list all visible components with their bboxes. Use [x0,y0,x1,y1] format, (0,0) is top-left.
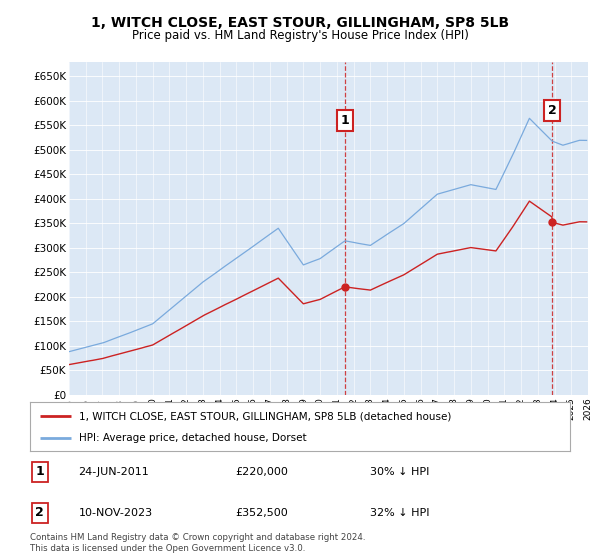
Text: 1, WITCH CLOSE, EAST STOUR, GILLINGHAM, SP8 5LB: 1, WITCH CLOSE, EAST STOUR, GILLINGHAM, … [91,16,509,30]
Text: Contains HM Land Registry data © Crown copyright and database right 2024.
This d: Contains HM Land Registry data © Crown c… [30,533,365,553]
Text: £352,500: £352,500 [235,508,288,518]
Text: Price paid vs. HM Land Registry's House Price Index (HPI): Price paid vs. HM Land Registry's House … [131,29,469,42]
Text: 1, WITCH CLOSE, EAST STOUR, GILLINGHAM, SP8 5LB (detached house): 1, WITCH CLOSE, EAST STOUR, GILLINGHAM, … [79,411,451,421]
Text: 2: 2 [548,104,557,117]
Text: 1: 1 [341,114,349,127]
Text: 30% ↓ HPI: 30% ↓ HPI [370,466,430,477]
Text: HPI: Average price, detached house, Dorset: HPI: Average price, detached house, Dors… [79,433,306,444]
Text: 2: 2 [35,506,44,520]
Text: 1: 1 [35,465,44,478]
Text: 24-JUN-2011: 24-JUN-2011 [79,466,149,477]
Text: 10-NOV-2023: 10-NOV-2023 [79,508,153,518]
Text: 32% ↓ HPI: 32% ↓ HPI [370,508,430,518]
Text: £220,000: £220,000 [235,466,288,477]
